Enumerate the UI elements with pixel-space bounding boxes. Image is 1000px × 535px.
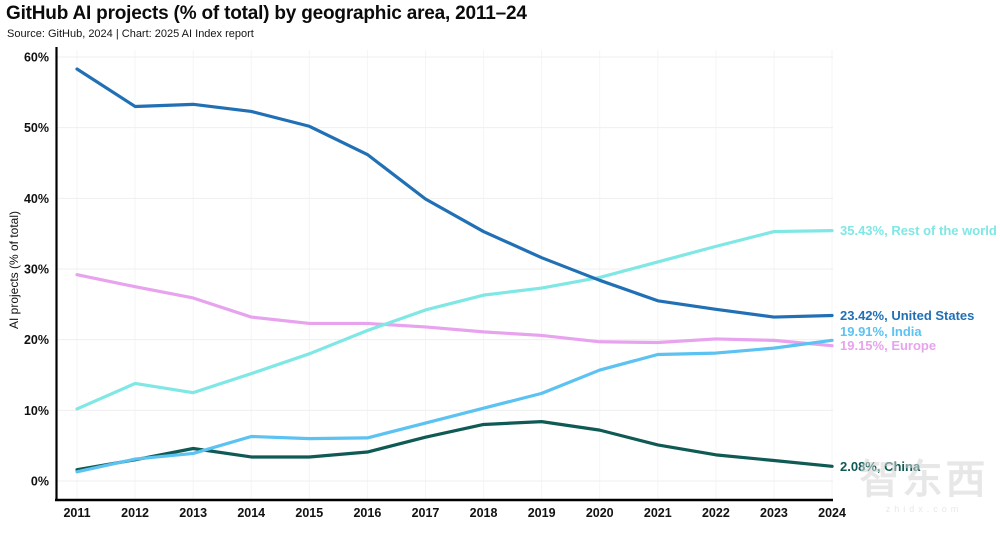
y-tick-label-0: 0% bbox=[31, 475, 49, 489]
x-tick-label-2020: 2020 bbox=[586, 506, 614, 520]
series-label-united-states: 23.42%, United States bbox=[840, 307, 975, 323]
x-tick-label-2017: 2017 bbox=[412, 506, 440, 520]
y-tick-label-30: 30% bbox=[24, 262, 49, 276]
line-europe bbox=[75, 273, 834, 348]
y-tick-label-20: 20% bbox=[24, 333, 49, 347]
x-tick-label-2016: 2016 bbox=[353, 506, 381, 520]
x-tick-label-2013: 2013 bbox=[179, 506, 207, 520]
x-tick-label-2023: 2023 bbox=[760, 506, 788, 520]
series-label-rest-of-the-world: 35.43%, Rest of the world bbox=[840, 223, 997, 239]
x-tick-label-2014: 2014 bbox=[237, 506, 265, 520]
series-label-india: 19.91%, India bbox=[840, 323, 922, 339]
x-tick-label-2024: 2024 bbox=[818, 506, 846, 520]
series-label-europe: 19.15%, Europe bbox=[840, 338, 937, 354]
chart-source-credit: Source: GitHub, 2024 | Chart: 2025 AI In… bbox=[7, 28, 254, 40]
y-tick-label-60: 60% bbox=[24, 50, 49, 64]
y-tick-label-50: 50% bbox=[24, 121, 49, 135]
chart-title: GitHub AI projects (% of total) by geogr… bbox=[6, 3, 527, 24]
y-tick-label-40: 40% bbox=[24, 192, 49, 206]
line-united-states bbox=[75, 67, 834, 319]
y-tick-label-10: 10% bbox=[24, 404, 49, 418]
line-china bbox=[75, 420, 834, 472]
x-tick-label-2015: 2015 bbox=[295, 506, 323, 520]
x-tick-label-2011: 2011 bbox=[63, 506, 90, 520]
x-tick-label-2018: 2018 bbox=[470, 506, 498, 520]
line-rest-of-the-world bbox=[75, 229, 834, 411]
x-tick-label-2021: 2021 bbox=[644, 506, 672, 520]
x-tick-label-2022: 2022 bbox=[702, 506, 730, 520]
x-tick-label-2019: 2019 bbox=[528, 506, 556, 520]
x-tick-label-2012: 2012 bbox=[121, 506, 149, 520]
line-india bbox=[75, 338, 834, 474]
series-label-china: 2.08%, China bbox=[840, 458, 921, 474]
